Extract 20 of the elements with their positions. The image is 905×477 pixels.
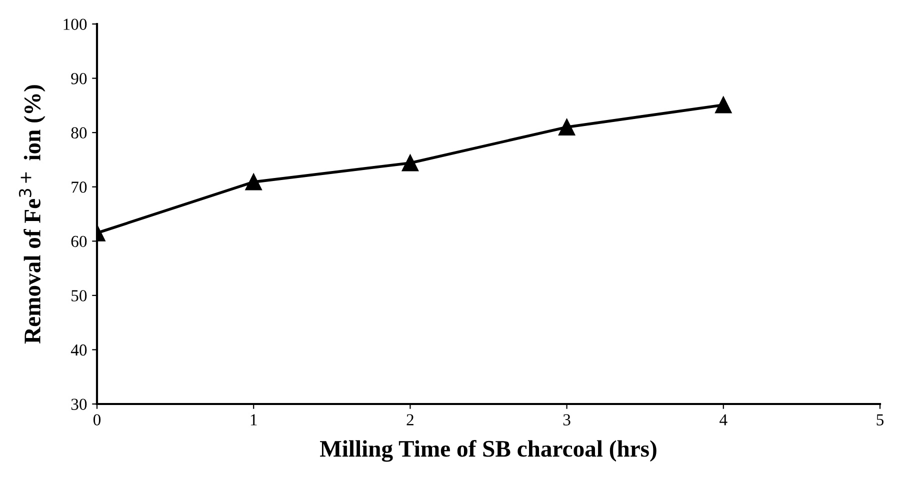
x-tick-label: 2 — [406, 414, 414, 426]
x-tick-label: 3 — [563, 414, 570, 426]
y-tick-label: 80 — [71, 127, 87, 139]
y-tick-label: 50 — [72, 290, 87, 302]
point — [402, 154, 419, 172]
y-tick-label: 60 — [71, 236, 87, 248]
x-tick-label: 1 — [250, 414, 257, 426]
x-tick-label: 4 — [720, 414, 728, 426]
x-tick-label: 0 — [93, 414, 101, 426]
y-tick-label: 100 — [64, 18, 87, 30]
y-tick-label: 30 — [71, 398, 87, 410]
y-axis-title: Removal of Fe$^{3+}$ ion (%) — [18, 85, 46, 344]
x-axis-title: Milling Time of SB charcoal (hrs) — [320, 440, 656, 462]
y-tick-label: 40 — [70, 344, 87, 356]
point — [245, 174, 262, 190]
point — [715, 96, 732, 114]
point — [558, 118, 576, 136]
y-tick-label: 70 — [72, 182, 87, 193]
y-tick-label: 90 — [71, 72, 87, 84]
x-tick-label: 5 — [876, 414, 884, 426]
